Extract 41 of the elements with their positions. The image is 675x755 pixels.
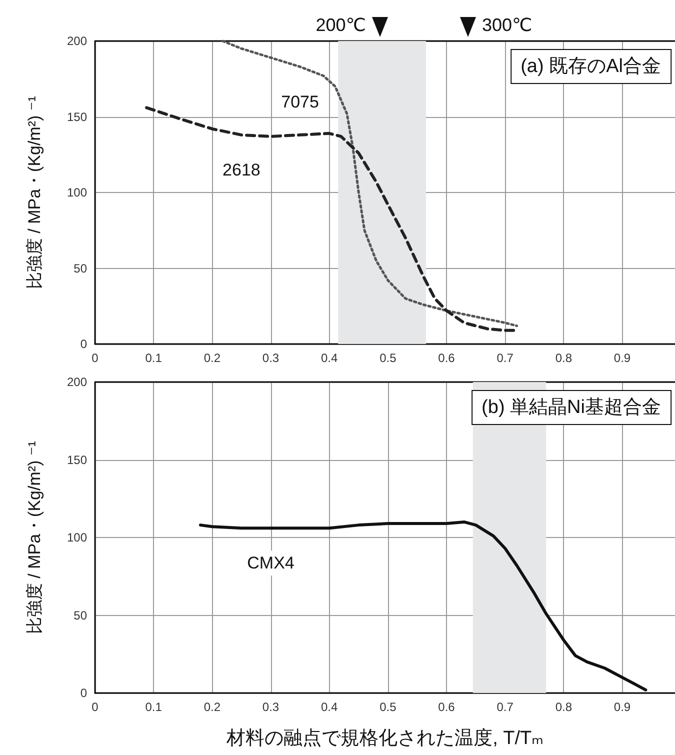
x-tick-label: 0 (92, 700, 99, 714)
y-tick-label: 200 (66, 34, 88, 48)
y-tick-label: 100 (66, 186, 88, 200)
x-tick-label: 0.8 (555, 700, 572, 714)
y-axis-title: 比強度 / MPa・(Kg/m²) ⁻¹ (25, 96, 44, 290)
x-tick-label: 0.2 (204, 700, 221, 714)
x-tick-label: 0.3 (262, 351, 280, 365)
x-tick-label: 0.8 (555, 351, 572, 365)
text: 200℃ (316, 15, 366, 35)
x-tick-label: 0 (92, 351, 99, 365)
x-tick-label: 0.7 (496, 700, 514, 714)
series-label: CMX4 (247, 554, 294, 573)
text: 300℃ (482, 15, 532, 35)
text: (a) 既存のAl合金 (520, 56, 662, 77)
x-tick-label: 0.9 (614, 351, 631, 365)
x-tick-label: 0.3 (262, 700, 280, 714)
x-tick-label: 0.1 (145, 351, 162, 365)
x-tick-label: 0.4 (321, 700, 338, 714)
y-tick-label: 100 (66, 530, 88, 544)
x-axis-title: 材料の融点で規格化された温度, T/Tₘ (226, 727, 544, 749)
x-tick-label: 0.5 (380, 700, 397, 714)
x-tick-label: 0.4 (321, 351, 338, 365)
y-tick-label: 50 (74, 261, 88, 276)
x-tick-label: 0.9 (614, 700, 631, 714)
x-tick-label: 0.7 (496, 351, 514, 365)
y-tick-label: 50 (74, 608, 88, 622)
y-tick-label: 150 (66, 110, 88, 124)
y-tick-label: 150 (66, 452, 88, 467)
y-tick-label: 0 (80, 686, 88, 700)
x-tick-label: 0.5 (380, 351, 397, 365)
x-tick-label: 0.6 (438, 700, 456, 714)
y-tick-label: 200 (66, 375, 88, 389)
x-tick-label: 0.1 (145, 700, 162, 714)
x-tick-label: 0.2 (204, 351, 221, 365)
x-tick-label: 0.6 (438, 351, 456, 365)
y-axis-title: 比強度 / MPa・(Kg/m²) ⁻¹ (25, 440, 44, 634)
line-series (221, 40, 518, 328)
series-label: 7075 (281, 92, 319, 112)
y-tick-label: 0 (80, 337, 88, 351)
series-label: 2618 (222, 160, 260, 180)
text: (b) 単結晶Ni基超合金 (482, 397, 662, 418)
